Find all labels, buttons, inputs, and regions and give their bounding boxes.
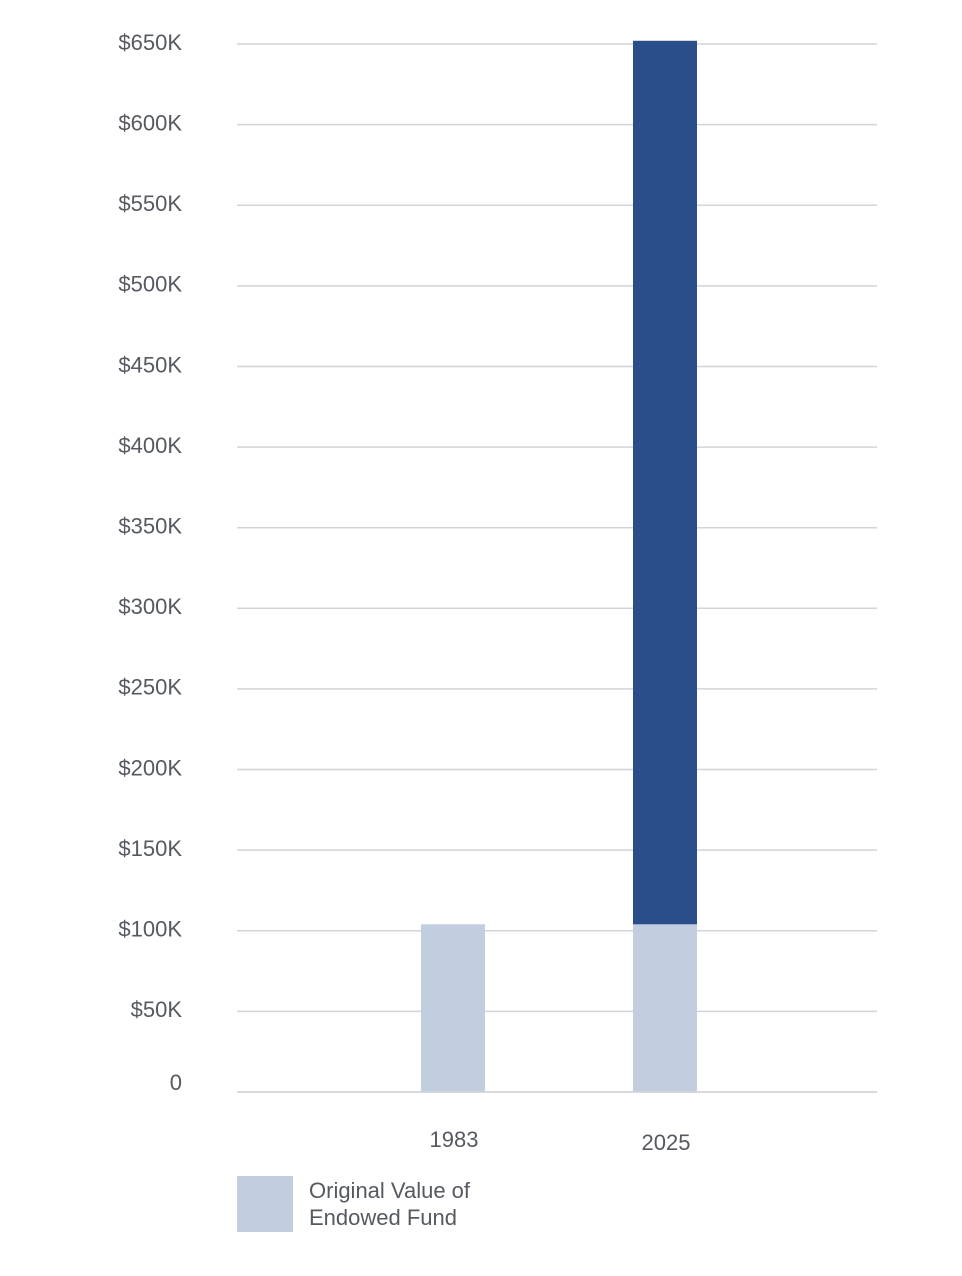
y-tick-label: $500K [118,272,182,297]
x-category-label-1983: 1983 [430,1127,479,1152]
y-tick-label: $100K [118,917,182,942]
y-tick-label: $450K [118,352,182,377]
legend-swatch-original-value [237,1176,293,1232]
y-tick-label: $400K [118,433,182,458]
x-axis-category-labels: 1983 2025 [430,1127,691,1155]
legend-label-original-value: Original Value of Endowed Fund [309,1178,471,1230]
y-tick-label: $650K [118,30,182,55]
y-axis-tick-labels: 0 $50K $100K $150K $200K $250K $300K $350K $400K… [118,30,182,1095]
y-tick-label: $600K [118,110,182,135]
bar-2025-series-0 [633,924,697,1092]
bar-2025-series-1 [633,40,697,925]
legend: Original Value of Endowed Fund [237,1176,529,1232]
y-tick-label: $550K [118,191,182,216]
x-category-label-2025: 2025 [642,1130,691,1155]
gridlines [237,43,877,1093]
y-tick-label: $50K [131,997,183,1022]
y-tick-label: $300K [118,594,182,619]
y-tick-label: 0 [170,1070,182,1095]
bar-1983-series-0 [421,924,485,1092]
y-tick-label: $250K [118,675,182,700]
y-tick-label: $150K [118,836,182,861]
y-tick-label: $200K [118,755,182,780]
bars [237,40,877,1093]
y-tick-label: $350K [118,514,182,539]
